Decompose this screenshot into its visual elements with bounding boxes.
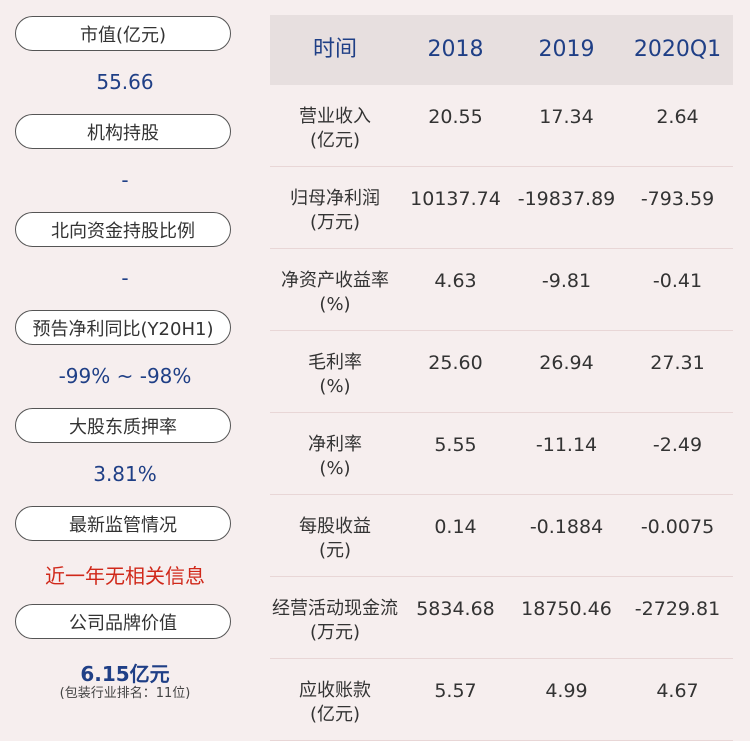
table-row: 净利率 (%) 5.55 -11.14 -2.49	[270, 413, 733, 495]
cell-2020q1: -2.49	[652, 434, 703, 456]
institutional-holding-label: 机构持股	[15, 114, 231, 149]
cell-2020q1: -2729.81	[634, 598, 721, 620]
market-cap-label: 市值(亿元)	[15, 16, 231, 51]
header-time: 时间	[312, 37, 357, 62]
row-label-unit: (亿元)	[309, 704, 361, 725]
cell-2020q1: -0.0075	[640, 516, 715, 538]
table-row: 净资产收益率 (%) 4.63 -9.81 -0.41	[270, 249, 733, 331]
cell-2018: 5834.68	[416, 598, 495, 620]
cell-2019: -11.14	[535, 434, 598, 456]
cell-2018: 20.55	[428, 106, 483, 128]
row-label-line1: 应收账款	[299, 680, 371, 701]
table-row: 营业收入 (亿元) 20.55 17.34 2.64	[270, 85, 733, 167]
pledge-ratio-value: 3.81%	[93, 462, 157, 486]
cell-2020q1: 27.31	[650, 352, 705, 374]
cell-2020q1: 4.67	[656, 680, 699, 702]
row-label-line1: 营业收入	[299, 106, 371, 127]
row-label-unit: (%)	[319, 294, 351, 315]
table-row: 经营活动现金流 (万元) 5834.68 18750.46 -2729.81	[270, 577, 733, 659]
regulation-label: 最新监管情况	[15, 506, 231, 541]
row-label: 每股收益 (元)	[270, 495, 400, 563]
pledge-ratio-label: 大股东质押率	[15, 408, 231, 443]
market-cap-value: 55.66	[96, 70, 154, 94]
brand-value-value: 6.15亿元	[80, 662, 170, 686]
row-label-line1: 归母净利润	[290, 188, 380, 209]
row-label-unit: (%)	[319, 376, 351, 397]
cell-2020q1: -793.59	[640, 188, 715, 210]
regulation-value: 近一年无相关信息	[45, 564, 205, 588]
table-row: 应收账款 (亿元) 5.57 4.99 4.67	[270, 659, 733, 741]
cell-2019: -19837.89	[517, 188, 616, 210]
cell-2020q1: -0.41	[652, 270, 703, 292]
cell-2018: 5.55	[434, 434, 477, 456]
table-row: 归母净利润 (万元) 10137.74 -19837.89 -793.59	[270, 167, 733, 249]
header-2019: 2019	[538, 37, 595, 62]
cell-2019: -9.81	[541, 270, 592, 292]
financial-table: 时间 2018 2019 2020Q1 营业收入 (亿元) 20.55 17.34…	[270, 15, 733, 741]
row-label-unit: (%)	[319, 458, 351, 479]
row-label-line1: 每股收益	[299, 516, 371, 537]
institutional-holding-value: -	[121, 168, 129, 192]
header-2020q1: 2020Q1	[633, 37, 722, 62]
row-label-line1: 经营活动现金流	[272, 598, 398, 619]
table-row: 毛利率 (%) 25.60 26.94 27.31	[270, 331, 733, 413]
row-label-line1: 净利率	[308, 434, 362, 455]
cell-2020q1: 2.64	[656, 106, 699, 128]
cell-2019: 17.34	[539, 106, 594, 128]
profit-forecast-label: 预告净利同比(Y20H1)	[15, 310, 231, 345]
northbound-ratio-value: -	[121, 266, 129, 290]
cell-2019: -0.1884	[529, 516, 604, 538]
row-label-unit: (亿元)	[309, 130, 361, 151]
cell-2018: 0.14	[434, 516, 477, 538]
cell-2019: 26.94	[539, 352, 594, 374]
row-label-line1: 毛利率	[308, 352, 362, 373]
row-label: 经营活动现金流 (万元)	[270, 577, 400, 645]
cell-2019: 4.99	[545, 680, 588, 702]
row-label-unit: (元)	[318, 540, 352, 561]
header-2018: 2018	[427, 37, 484, 62]
table-row: 每股收益 (元) 0.14 -0.1884 -0.0075	[270, 495, 733, 577]
profit-forecast-value: -99% ~ -98%	[58, 364, 192, 388]
row-label: 毛利率 (%)	[270, 331, 400, 399]
row-label: 净资产收益率 (%)	[270, 249, 400, 317]
brand-value-label: 公司品牌价值	[15, 604, 231, 639]
row-label: 净利率 (%)	[270, 413, 400, 481]
cell-2018: 25.60	[428, 352, 483, 374]
brand-rank-note: (包装行业排名：11位)	[59, 686, 191, 701]
cell-2018: 5.57	[434, 680, 477, 702]
row-label-line1: 净资产收益率	[281, 270, 389, 291]
northbound-ratio-label: 北向资金持股比例	[15, 212, 231, 247]
cell-2018: 4.63	[434, 270, 477, 292]
row-label: 归母净利润 (万元)	[270, 167, 400, 235]
row-label-unit: (万元)	[309, 212, 361, 233]
row-label: 应收账款 (亿元)	[270, 659, 400, 727]
cell-2018: 10137.74	[410, 188, 501, 210]
row-label-unit: (万元)	[309, 622, 361, 643]
table-header: 时间 2018 2019 2020Q1	[270, 15, 733, 85]
cell-2019: 18750.46	[521, 598, 612, 620]
left-panel: 市值(亿元) 55.66 机构持股 - 北向资金持股比例 - 预告净利同比(Y2…	[0, 0, 250, 713]
row-label: 营业收入 (亿元)	[270, 85, 400, 153]
